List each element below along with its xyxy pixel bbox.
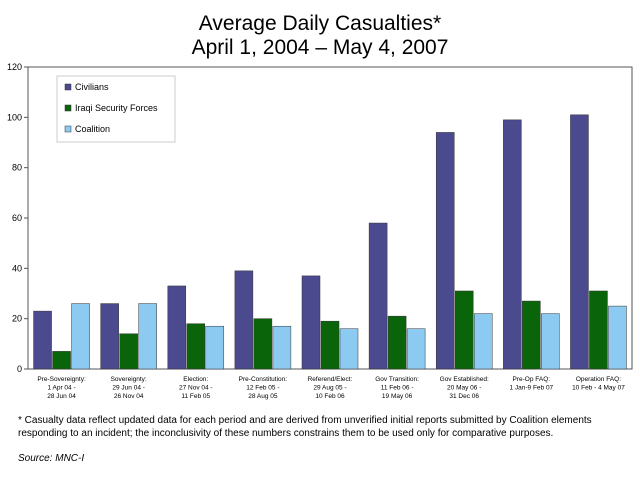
source-note: Source: MNC-I [18, 453, 85, 464]
legend-swatch [64, 104, 72, 112]
x-tick-label: Gov Established: 20 May 06 -31 Dec 06 [440, 376, 489, 400]
x-tick-label: Pre-Op FAQ: 1 Jan-9 Feb 07 [509, 376, 553, 392]
x-tick-label: Pre-Constitution: 12 Feb 05 -28 Aug 05 [239, 376, 288, 400]
footnote: * Casualty data reflect updated data for… [18, 415, 592, 439]
bar-civilians [435, 132, 455, 370]
bar-chart: 0 20 40 60 80 100 120 Pre-Sovereignty: 1 Apr 04 … [7, 62, 633, 400]
chart-title-block: Average Daily Casualties* April 1, 2004 … [0, 12, 640, 60]
bar-coalition [406, 328, 426, 370]
x-tick-label: Operation FAQ: 10 Feb - 4 May 07 [572, 376, 625, 392]
bar-civilians [33, 310, 52, 370]
bar-iraqi-security-forces [253, 318, 273, 370]
legend-label: Civilians [75, 82, 109, 92]
y-tick-label: 20 [12, 314, 22, 324]
x-tick-label: Sovereignty: 29 Jun 04 -26 Nov 04 [111, 376, 147, 400]
bar-iraqi-security-forces [387, 315, 407, 370]
bar-coalition [138, 303, 157, 370]
y-tick-label: 0 [17, 364, 22, 374]
x-tick-label: Election: 27 Nov 04 -11 Feb 05 [179, 376, 213, 400]
x-tick-label: Pre-Sovereignty: 1 Apr 04 -28 Jun 04 [37, 376, 86, 400]
legend-label: Iraqi Security Forces [75, 103, 158, 113]
bar-civilians [570, 114, 589, 370]
bar-civilians [234, 270, 254, 370]
x-tick-label: Gov Transition: 11 Feb 06 -19 May 06 [375, 376, 419, 400]
bar-civilians [301, 275, 321, 370]
bar-coalition [339, 328, 359, 370]
legend [56, 75, 176, 143]
bar-coalition [608, 305, 627, 370]
legend-swatch [64, 125, 72, 133]
bar-coalition [205, 325, 225, 370]
bar-coalition [272, 325, 292, 370]
legend-label: Coalition [75, 124, 110, 134]
bar-coalition [71, 303, 90, 370]
bar-iraqi-security-forces [186, 323, 206, 370]
bar-coalition [473, 313, 493, 370]
bar-civilians [167, 285, 187, 370]
bar-iraqi-security-forces [52, 351, 71, 370]
bar-civilians [503, 119, 522, 370]
bar-civilians [368, 222, 388, 370]
bar-iraqi-security-forces [119, 333, 138, 370]
y-tick-label: 120 [7, 62, 22, 72]
legend-swatch [64, 83, 72, 91]
y-tick-label: 60 [12, 213, 22, 223]
bar-iraqi-security-forces [589, 290, 608, 370]
bar-civilians [100, 303, 119, 370]
x-tick-label: Referend/Elect: 29 Aug 05 -10 Feb 06 [308, 376, 353, 400]
y-tick-label: 100 [7, 112, 22, 122]
bar-coalition [541, 313, 560, 370]
y-tick-label: 40 [12, 263, 22, 273]
chart-title: Average Daily Casualties* [198, 12, 442, 35]
bar-iraqi-security-forces [320, 320, 340, 370]
bar-iraqi-security-forces [522, 300, 541, 370]
chart-subtitle: April 1, 2004 – May 4, 2007 [191, 36, 449, 59]
y-tick-label: 80 [12, 163, 22, 173]
bar-iraqi-security-forces [454, 290, 474, 370]
